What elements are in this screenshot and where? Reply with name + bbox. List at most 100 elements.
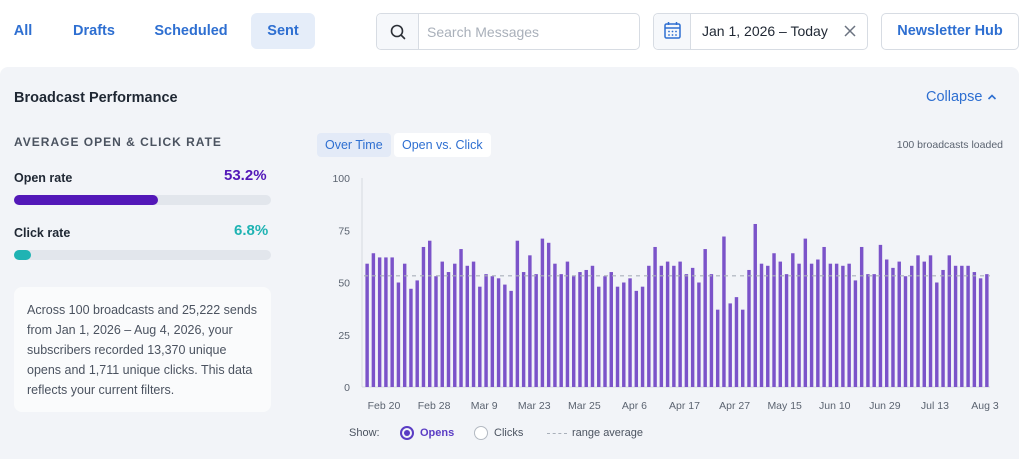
chart-bar[interactable] [715, 309, 720, 387]
chart-bar[interactable] [453, 263, 457, 387]
chart-bar[interactable] [978, 278, 983, 387]
chart-bar[interactable] [396, 282, 401, 388]
chart-bar[interactable] [866, 274, 870, 387]
chart-bar[interactable] [972, 272, 977, 387]
chart-bar[interactable] [428, 240, 432, 387]
chart-bar[interactable] [697, 282, 701, 388]
opens-label[interactable]: Opens [420, 427, 455, 439]
chart-bar[interactable] [766, 265, 770, 387]
chart-bar[interactable] [478, 286, 482, 387]
chart-bar[interactable] [684, 274, 689, 387]
chart-bar[interactable] [371, 253, 376, 387]
chart-bar[interactable] [759, 263, 764, 387]
chart-bar[interactable] [515, 240, 520, 387]
chart-bar[interactable] [465, 265, 470, 387]
clicks-radio[interactable] [474, 426, 488, 440]
chart-bar[interactable] [791, 253, 795, 387]
chart-bar[interactable] [615, 286, 620, 387]
chart-bar[interactable] [665, 261, 670, 387]
chart-bar[interactable] [509, 290, 513, 387]
chart-bar[interactable] [603, 276, 607, 387]
chart-bar[interactable] [728, 303, 732, 387]
chart-bar[interactable] [690, 267, 695, 387]
chart-bar[interactable] [703, 249, 707, 387]
search-input[interactable] [427, 22, 627, 42]
chart-bar[interactable] [390, 257, 394, 387]
chart-bar[interactable] [753, 223, 757, 387]
chart-bar[interactable] [966, 265, 970, 387]
chart-bar[interactable] [496, 278, 501, 387]
chart-bar[interactable] [640, 286, 645, 387]
opens-radio[interactable] [400, 426, 414, 440]
chart-bar[interactable] [446, 272, 451, 387]
chart-bar[interactable] [884, 259, 889, 387]
chart-bar[interactable] [960, 265, 964, 387]
chart-bar[interactable] [822, 246, 826, 387]
newsletter-hub-button[interactable]: Newsletter Hub [881, 13, 1019, 50]
date-range-filter[interactable]: Jan 1, 2026 – Today [653, 13, 868, 50]
chart-bar[interactable] [565, 261, 570, 387]
chart-bar[interactable] [503, 284, 507, 387]
chart-bar[interactable] [897, 261, 901, 387]
chart-bar[interactable] [434, 276, 438, 387]
chart-bar[interactable] [609, 272, 613, 387]
chart-bar[interactable] [778, 261, 783, 387]
chart-bar[interactable] [916, 255, 920, 387]
chart-bar[interactable] [459, 249, 463, 387]
collapse-button[interactable]: Collapse [926, 89, 997, 105]
chart-bar[interactable] [415, 280, 419, 387]
chart-bar[interactable] [847, 263, 851, 387]
chart-bar[interactable] [872, 274, 876, 387]
search-icon[interactable] [377, 14, 419, 49]
chart-bar[interactable] [634, 290, 639, 387]
chart-bar[interactable] [841, 265, 845, 387]
chart-bar[interactable] [540, 238, 545, 387]
chart-bar[interactable] [484, 274, 488, 387]
chart-bar[interactable] [553, 263, 557, 387]
chart-bar[interactable] [891, 267, 895, 387]
tab-scheduled[interactable]: Scheduled [154, 23, 228, 39]
chart-bar[interactable] [471, 261, 476, 387]
chart-bar[interactable] [584, 269, 588, 387]
chart-bar[interactable] [903, 276, 908, 387]
chart-bar[interactable] [678, 261, 682, 387]
chart-bar[interactable] [365, 263, 369, 387]
chart-bar[interactable] [772, 253, 776, 387]
chart-bar[interactable] [440, 261, 444, 387]
chart-bar[interactable] [534, 274, 538, 387]
chart-bar[interactable] [784, 274, 789, 387]
chart-bar[interactable] [816, 259, 820, 387]
chart-bar[interactable] [559, 274, 563, 387]
chart-bar[interactable] [672, 265, 676, 387]
chart-bar[interactable] [809, 263, 814, 387]
tab-over-time[interactable]: Over Time [317, 133, 391, 157]
clicks-label[interactable]: Clicks [494, 427, 524, 439]
chart-bar[interactable] [597, 286, 601, 387]
chart-bar[interactable] [546, 242, 551, 387]
chart-bar[interactable] [853, 280, 858, 387]
chart-bar[interactable] [384, 257, 388, 387]
chart-bar[interactable] [734, 297, 739, 387]
tab-drafts[interactable]: Drafts [73, 23, 115, 39]
chart-bar[interactable] [402, 263, 407, 387]
chart-bar[interactable] [859, 246, 864, 387]
chart-bar[interactable] [828, 263, 833, 387]
chart-bar[interactable] [490, 276, 495, 387]
chart-bar[interactable] [985, 274, 989, 387]
chart-bar[interactable] [947, 255, 952, 387]
chart-bar[interactable] [928, 255, 933, 387]
chart-bar[interactable] [797, 263, 801, 387]
chart-bar[interactable] [590, 265, 595, 387]
chart-bar[interactable] [722, 236, 726, 387]
chart-bar[interactable] [653, 246, 657, 387]
chart-bar[interactable] [622, 282, 626, 388]
chart-bar[interactable] [377, 257, 382, 387]
chart-bar[interactable] [578, 272, 582, 387]
chart-bar[interactable] [647, 265, 651, 387]
chart-bar[interactable] [628, 278, 632, 387]
chart-bar[interactable] [741, 309, 745, 387]
tab-open-vs-click[interactable]: Open vs. Click [394, 133, 491, 157]
chart-bar[interactable] [922, 261, 926, 387]
calendar-icon[interactable] [654, 14, 691, 49]
chart-bar[interactable] [834, 263, 839, 387]
